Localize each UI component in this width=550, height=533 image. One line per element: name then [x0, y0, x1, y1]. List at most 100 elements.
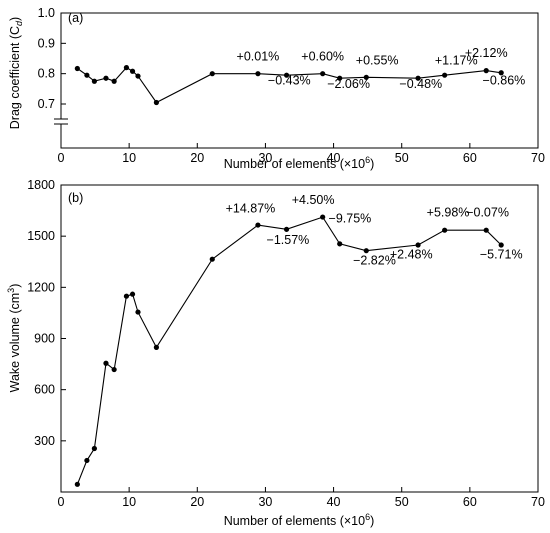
- panel-b-change-label: −1.57%: [267, 233, 310, 247]
- panel-b-xlabel-sup: 6: [365, 512, 370, 522]
- panel-a-data-point: [483, 68, 489, 74]
- panel-b-data-point: [84, 457, 90, 464]
- panel-b-ylabel-sup: 3: [6, 288, 16, 293]
- panel-a-x-tick-label: 70: [531, 151, 545, 165]
- panel-a-data-point: [123, 65, 130, 71]
- panel-a-data-point: [337, 75, 343, 81]
- panel-a-xlabel-tail: ): [370, 157, 374, 171]
- panel-a-x-tick-label: 0: [58, 151, 65, 165]
- panel-b-y-axis-title: Wake volume (cm3): [6, 284, 22, 393]
- panel-a-x-axis-title: Number of elements (×106): [224, 155, 375, 171]
- panel-b-x-tick-label: 40: [327, 495, 341, 509]
- panel-b-x-tick-label: 10: [122, 495, 136, 509]
- panel-b-change-label: +14.87%: [226, 202, 276, 216]
- panel-a-data-point: [103, 75, 109, 81]
- panel-b-change-label: +4.50%: [292, 193, 335, 207]
- panel-b-data-point: [283, 226, 290, 232]
- panel-a-frame: [60, 12, 539, 149]
- panel-a-change-label: −0.86%: [483, 73, 526, 87]
- panel-b-label: (b): [68, 191, 83, 205]
- panel-b-change-label: −2.82%: [353, 253, 396, 267]
- panel-a-change-label: +2.12%: [465, 46, 508, 60]
- panel-a-change-label: +0.01%: [237, 50, 280, 64]
- panel-b-data-point: [129, 291, 136, 297]
- panel-b-series: [74, 214, 504, 487]
- panel-b-axes: [60, 184, 539, 493]
- panel-b-data-point: [153, 344, 159, 350]
- panel-b-y-tick-label: 900: [34, 332, 55, 346]
- panel-b-data-point: [123, 293, 130, 299]
- panel-a-data-point: [209, 71, 215, 77]
- panel-b-change-label: −5.71%: [480, 247, 523, 261]
- panel-b-data-point: [135, 309, 141, 315]
- panel-b-y-tick-label: 1500: [27, 229, 55, 243]
- panel-b-xlabel-main: Number of elements (×10: [224, 514, 365, 528]
- panel-b-data-point: [320, 214, 326, 220]
- panel-a-data-point: [442, 72, 448, 78]
- panel-a-axes: [54, 12, 539, 149]
- panel-b-data-point: [103, 360, 109, 366]
- panel-a-change-label: −2.06%: [327, 77, 370, 91]
- panel-a-y-tick-label: 0.7: [38, 97, 55, 111]
- panel-a-data-point: [363, 74, 369, 80]
- panel-b-annotations: +14.87% −1.57% +4.50% −9.75% −2.82%+2.48% +5.…: [226, 193, 523, 267]
- panel-b-data-point: [209, 256, 215, 262]
- panel-a-x-tick-label: 60: [463, 151, 477, 165]
- panel-a-change-label: +0.55%: [356, 54, 399, 68]
- panel-a-y-axis-title: Drag coefficient (Cd): [8, 17, 24, 129]
- panel-a-data-point: [91, 78, 97, 84]
- panel-a-ylabel-sub: d: [14, 20, 24, 26]
- panel-b-change-label: +2.48%: [390, 247, 433, 261]
- panel-b-x-tick-label: 0: [58, 495, 65, 509]
- panel-a-data-point: [255, 71, 261, 77]
- panel-a-data-point: [498, 70, 504, 76]
- panel-b-ylabel-tail: ): [8, 284, 22, 288]
- panel-a-annotations: +0.01% −0.43% +0.60% −2.06% +0.55%−0.48% +1.1…: [237, 46, 526, 91]
- panel-a-axis-break-gap: [55, 119, 67, 124]
- panel-b-xlabel-tail: ): [370, 514, 374, 528]
- panel-a-data-point: [320, 71, 326, 77]
- panel-a-y-tick-label: 1.0: [38, 6, 55, 20]
- panel-a-data-point: [415, 75, 421, 81]
- panel-b-y-tick-label: 300: [34, 434, 55, 448]
- panel-a-x-tick-label: 50: [395, 151, 409, 165]
- panel-b-data-point: [337, 241, 343, 247]
- panel-b-data-point: [255, 222, 261, 228]
- panel-a-x-tick-label: 40: [327, 151, 341, 165]
- panel-b-change-label: +5.98%: [427, 206, 470, 220]
- wake-volume-panel: (b) Wake volume (cm3) Number of elements…: [6, 178, 545, 528]
- panel-a-data-point: [84, 72, 90, 78]
- panel-b-y-tick-label: 600: [34, 383, 55, 397]
- panel-a-data-point: [74, 65, 80, 72]
- panel-b-y-tick-label: 1800: [27, 178, 55, 192]
- drag-coefficient-panel: (a) Drag coefficient (Cd) Number of elem…: [8, 6, 545, 171]
- panel-b-data-point: [111, 366, 117, 373]
- panel-b-ylabel-main: Wake volume (cm: [8, 293, 22, 393]
- panel-b-ticks: 0 10 20 30 40 50 60 70 300 600 900 1200 1500 1800: [27, 178, 545, 509]
- panel-b-data-point: [442, 227, 448, 233]
- panel-b-x-tick-label: 20: [190, 495, 204, 509]
- panel-a-ticks: 0 10 20 30 40 50 60 70 0.7 0.8 0.9 1.0: [38, 6, 545, 165]
- panel-b-change-label: −9.75%: [329, 212, 372, 226]
- panel-b-x-tick-label: 70: [531, 495, 545, 509]
- panel-a-x-tick-label: 30: [258, 151, 272, 165]
- panel-b-x-tick-label: 50: [395, 495, 409, 509]
- panel-a-change-label: +1.17%: [435, 54, 478, 68]
- panel-a-data-point: [111, 78, 117, 84]
- panel-a-ylabel-tail: ): [8, 17, 22, 21]
- panel-a-x-tick-label: 10: [122, 151, 136, 165]
- panel-b-y-tick-label: 1200: [27, 280, 55, 294]
- panel-b-data-point: [363, 248, 369, 254]
- panel-b-series-line: [76, 216, 502, 485]
- panel-a-data-point: [129, 68, 136, 74]
- panel-a-ylabel-main: Drag coefficient (C: [8, 26, 22, 129]
- panel-b-x-tick-label: 30: [258, 495, 272, 509]
- panel-a-y-tick-label: 0.8: [38, 67, 55, 81]
- panel-b-data-point: [483, 227, 489, 233]
- panel-a-xlabel-main: Number of elements (×10: [224, 157, 365, 171]
- panel-a-y-tick-label: 0.9: [38, 36, 55, 50]
- panel-b-x-tick-label: 60: [463, 495, 477, 509]
- panel-a-data-point: [135, 73, 141, 79]
- panel-b-frame: [60, 184, 539, 493]
